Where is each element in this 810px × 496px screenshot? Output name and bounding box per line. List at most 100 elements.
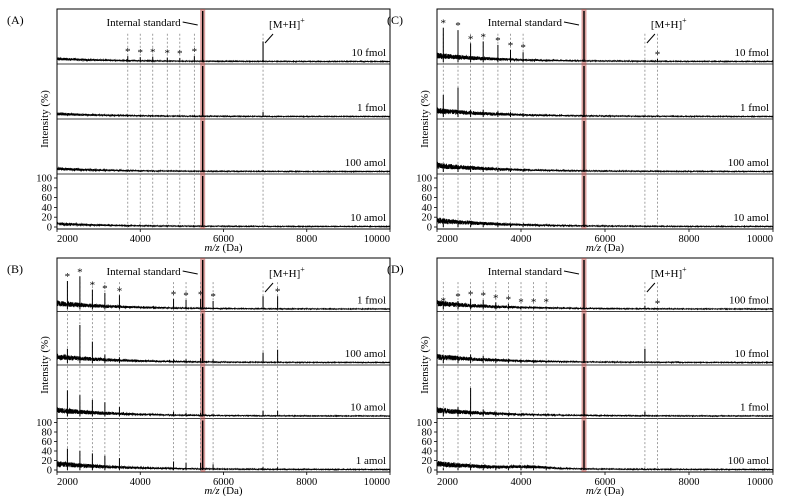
x-axis-variable: m/z [204,485,220,496]
trace-amount-label: 100 amol [728,157,769,169]
y-tick-label: 60 [422,193,433,204]
panel-label: (D) [387,262,404,276]
x-tick-label: 8000 [296,234,317,245]
y-tick-label: 20 [42,213,53,224]
peak-star-marker: * [518,297,524,309]
internal-standard-band [581,9,587,229]
ion-label-text: [M+H] [651,19,682,31]
x-tick-label: 6000 [213,234,234,245]
peak-star-marker: * [480,31,486,43]
peak-star-marker: * [150,47,156,59]
spectrum-trace [436,217,774,229]
ion-label-text: [M+H] [269,19,300,31]
x-tick-label: 4000 [130,234,151,245]
x-axis-label: m/z (Da) [204,485,243,496]
internal-standard-label: Internal standard [488,266,563,278]
x-axis-variable: m/z [586,242,602,254]
y-tick-label: 20 [42,456,53,467]
x-axis-unit: (Da) [220,242,243,254]
x-tick-label: 10000 [747,234,773,245]
molecular-ion-label: [M+H]+ [651,16,687,31]
peak-star-marker: * [65,271,71,283]
peak-star-marker: * [508,40,514,52]
peak-star-marker: * [655,49,661,61]
spectrum-trace [436,354,774,365]
molecular-ion-arrow [264,33,274,44]
y-axis-label: Intensity (%) [419,336,431,394]
x-axis-unit: (Da) [220,485,243,496]
x-tick-label: 10000 [364,234,390,245]
spectrum-trace [56,460,391,472]
molecular-ion-label: [M+H]+ [269,16,305,31]
x-tick-label: 8000 [296,477,317,488]
panel-3: (D) 100 fmol 10 fmol 1 fmol 100 amol * * * * * * * *… [387,257,774,496]
x-axis-variable: m/z [586,485,602,496]
spectrum-trace [436,300,774,311]
panel-label: (C) [387,13,403,27]
y-tick-label: 100 [416,174,432,185]
peak-star-marker: * [198,289,204,301]
peak-star-marker: * [468,33,474,45]
molecular-ion-label: [M+H]+ [651,265,687,280]
peak-star-marker: * [455,291,461,303]
internal-standard-arrow [182,270,198,275]
trace-amount-label: 1 fmol [357,102,386,114]
spectrum-trace [56,221,391,229]
spectrum-trace [56,166,391,174]
spectrum-trace [436,52,774,64]
y-tick-label: 60 [42,437,53,448]
y-tick-label: 80 [422,183,433,194]
peak-star-marker: * [90,280,96,292]
peak-star-marker: * [468,289,474,301]
peak-star-marker: * [531,297,537,309]
peak-star-marker: * [125,46,131,58]
ion-label-charge: + [300,265,305,274]
molecular-ion-arrow [264,282,274,293]
peak-star-marker: * [102,283,108,295]
x-axis-label: m/z (Da) [586,485,625,496]
peak-star-marker: * [506,294,512,306]
molecular-ion-arrow [646,282,656,293]
panel-2: (B) 1 fmol 100 amol 10 amol 1 amol * * * * * * * * * *… [7,257,391,496]
spectrum-trace [56,407,391,418]
peak-star-marker: * [183,290,189,302]
panel-label: (A) [7,13,24,27]
trace-amount-label: 100 amol [345,157,386,169]
peak-star-marker: * [441,296,447,308]
internal-standard-label: Internal standard [106,17,181,29]
y-tick-label: 60 [422,437,433,448]
x-tick-label: 2000 [57,477,78,488]
internal-standard-arrow [563,21,580,26]
y-tick-label: 0 [47,223,52,234]
panel-label: (B) [7,262,23,276]
y-tick-label: 80 [42,183,53,194]
peak-star-marker: * [275,286,281,298]
peak-star-marker: * [455,20,461,32]
x-tick-label: 6000 [595,477,616,488]
spectrum-trace [436,407,774,418]
x-tick-label: 6000 [595,234,616,245]
internal-standard-label: Internal standard [488,17,563,29]
internal-standard-band [581,258,587,472]
x-tick-label: 10000 [364,477,390,488]
y-tick-label: 20 [422,213,433,224]
y-tick-label: 0 [427,223,432,234]
y-axis-label: Intensity (%) [39,336,51,394]
trace-amount-label: 10 amol [733,212,769,224]
ion-label-charge: + [682,16,687,25]
spectrum-trace [56,300,391,311]
trace-amount-label: 10 amol [350,402,386,414]
molecular-ion-label: [M+H]+ [269,265,305,280]
internal-standard-label: Internal standard [106,266,181,278]
x-tick-label: 2000 [437,234,458,245]
y-tick-label: 40 [42,203,53,214]
peak-star-marker: * [171,289,177,301]
peak-star-marker: * [480,290,486,302]
y-tick-label: 40 [422,203,433,214]
y-tick-label: 100 [36,418,52,429]
ion-label-text: [M+H] [269,268,300,280]
y-tick-label: 80 [422,428,433,439]
x-tick-label: 2000 [437,477,458,488]
panel-0: (A) 10 fmol 1 fmol 100 amol 10 amol * * * * * * Int… [7,8,391,254]
